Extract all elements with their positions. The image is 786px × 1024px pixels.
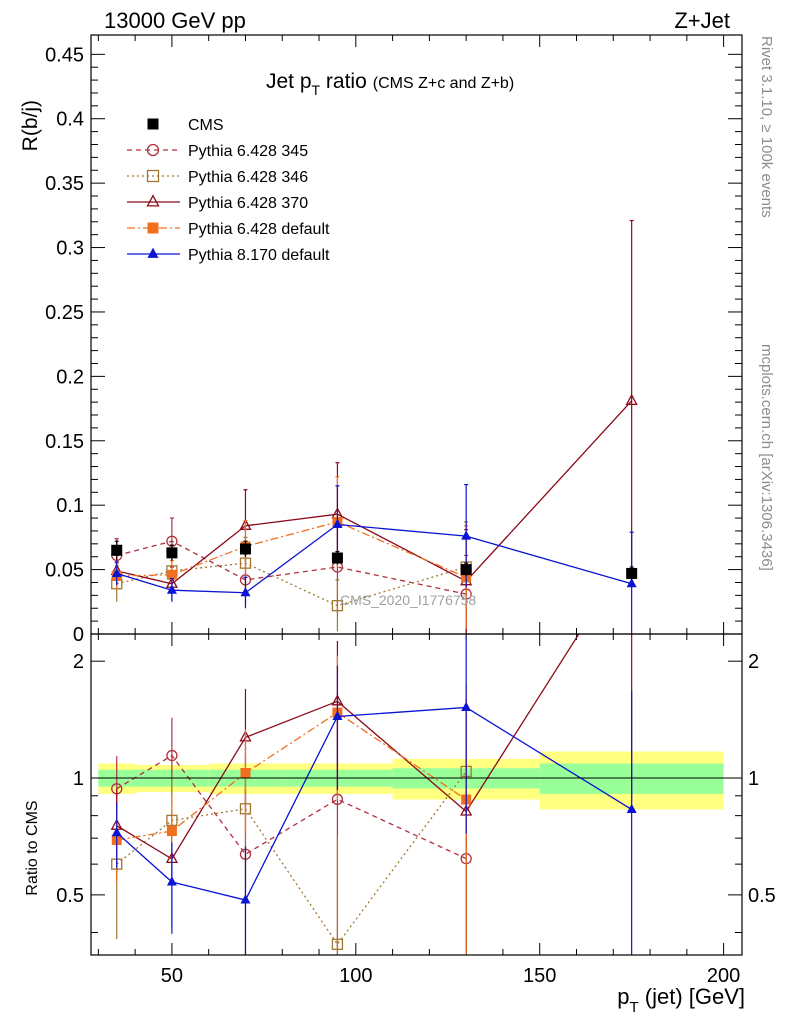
legend-label: Pythia 6.428 370: [188, 195, 308, 212]
data-point: [460, 564, 472, 576]
ratio-point: [331, 938, 344, 950]
y-tick-label: 0.35: [45, 173, 84, 195]
ratio-point: [461, 701, 472, 711]
x-tick-label: 150: [523, 965, 556, 987]
data-point: [111, 544, 123, 556]
data-point: [332, 518, 343, 529]
y-tick-label: 0.1: [56, 495, 84, 517]
series-cms: [111, 540, 638, 580]
y-tick-label: 0.25: [45, 302, 84, 324]
tick-labels: 50 100 150 200 0 0.05 0.1 0.15 0.2 0.25 0.3 0.35 0.4…: [45, 44, 776, 987]
legend-label: Pythia 6.428 345: [188, 143, 308, 160]
legend-label: CMS: [188, 117, 224, 134]
ratio-tick-label-right: 0.5: [748, 885, 776, 907]
ratio-line: [116, 634, 580, 860]
ratio-point: [166, 826, 177, 837]
data-point: [240, 587, 251, 597]
ratio-series-pythia-6-428-346: [111, 684, 472, 955]
x-tick-label: 100: [339, 965, 372, 987]
ratio-point: [626, 803, 637, 813]
ratio-series-pythia-6-428-345: [111, 710, 472, 955]
data-point: [166, 584, 177, 594]
ratio-tick-label-right: 1: [748, 768, 759, 790]
y-tick-label: 0.2: [56, 366, 84, 388]
ratio-point: [166, 876, 177, 886]
legend-item: Pythia 6.428 345: [127, 143, 308, 160]
series-pythia-6-428-370: [110, 219, 638, 633]
watermark-text: CMS_2020_I1776758: [340, 592, 476, 608]
legend-item: Pythia 6.428 346: [127, 169, 308, 186]
legend-marker: [146, 169, 160, 183]
y-tick-label: 0.05: [45, 560, 84, 582]
data-point: [239, 543, 251, 555]
ratio-line: [116, 771, 467, 946]
data-point: [461, 530, 472, 540]
series-line: [116, 523, 632, 594]
ratio-tick-label: 1: [73, 768, 84, 790]
legend-label: Pythia 6.428 346: [188, 169, 308, 186]
ratio-series-layer: [110, 634, 637, 955]
legend-marker: [147, 247, 159, 258]
x-tick-label: 50: [161, 965, 183, 987]
legend-item: Pythia 6.428 default: [127, 221, 330, 238]
y-axis-label: R(b/j): [19, 100, 42, 151]
chart-title: Jet pT ratio (CMS Z+c and Z+b): [266, 70, 514, 98]
series-layer: [110, 219, 638, 634]
ratio-point: [111, 826, 122, 837]
data-point: [166, 569, 177, 580]
x-axis-label: pT (jet) [GeV]: [617, 984, 745, 1016]
ratio-plot-frame: [90, 633, 743, 956]
legend-item: Pythia 6.428 370: [127, 194, 308, 212]
ratio-point: [240, 894, 251, 904]
ratio-tick-label: 2: [73, 651, 84, 673]
data-point: [331, 600, 344, 612]
legend-label: Pythia 8.170 default: [188, 247, 330, 264]
legend-marker: [147, 118, 159, 130]
y-tick-label: 0.15: [45, 431, 84, 453]
data-point: [626, 578, 637, 588]
legend-label: Pythia 6.428 default: [188, 221, 330, 238]
ratio-tick-label-right: 2: [748, 651, 759, 673]
ratio-line: [116, 706, 633, 901]
header-left: 13000 GeV pp: [104, 8, 246, 33]
legend-item: CMS: [147, 117, 224, 134]
y-tick-label: 0: [73, 624, 84, 646]
series-pythia-6-428-346: [111, 521, 472, 632]
legend-marker: [146, 143, 160, 157]
data-point: [331, 552, 343, 564]
ratio-series-pythia-6-428-default: [111, 655, 472, 955]
ratio-uncertainty-bands: [98, 751, 724, 810]
ratio-axis-label: Ratio to CMS: [24, 800, 41, 895]
legend-marker: [147, 222, 159, 234]
data-point: [626, 567, 638, 579]
legend-item: Pythia 8.170 default: [127, 247, 330, 264]
ratio-point: [332, 710, 343, 720]
data-point: [166, 547, 178, 559]
ratio-point: [166, 749, 178, 762]
data-point: [625, 393, 638, 405]
y-tick-label: 0.4: [56, 109, 84, 131]
ratio-series-pythia-8-170-default: [111, 636, 637, 955]
y-tick-label: 0.45: [45, 44, 84, 66]
x-tick-label: 200: [707, 965, 740, 987]
ratio-point: [240, 767, 251, 778]
series-pythia-8-170-default: [111, 483, 637, 634]
mcplots-label: mcplots.cern.ch [arXiv:1306.3436]: [758, 344, 775, 571]
rivet-label: Rivet 3.1.10, ≥ 100k events: [758, 36, 775, 218]
header-right: Z+Jet: [674, 8, 730, 33]
legend: CMS Pythia 6.428 345 Pythia 6.428 346 Pythi…: [127, 117, 330, 264]
ratio-tick-label: 0.5: [56, 885, 84, 907]
legend-marker: [146, 194, 160, 207]
series-line: [116, 400, 633, 585]
data-point: [111, 567, 122, 577]
series-line: [116, 540, 467, 595]
y-tick-label: 0.3: [56, 238, 84, 260]
